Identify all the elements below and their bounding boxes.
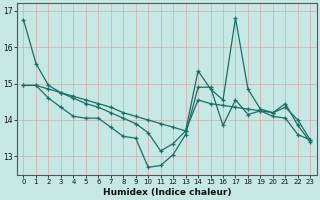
X-axis label: Humidex (Indice chaleur): Humidex (Indice chaleur): [103, 188, 231, 197]
